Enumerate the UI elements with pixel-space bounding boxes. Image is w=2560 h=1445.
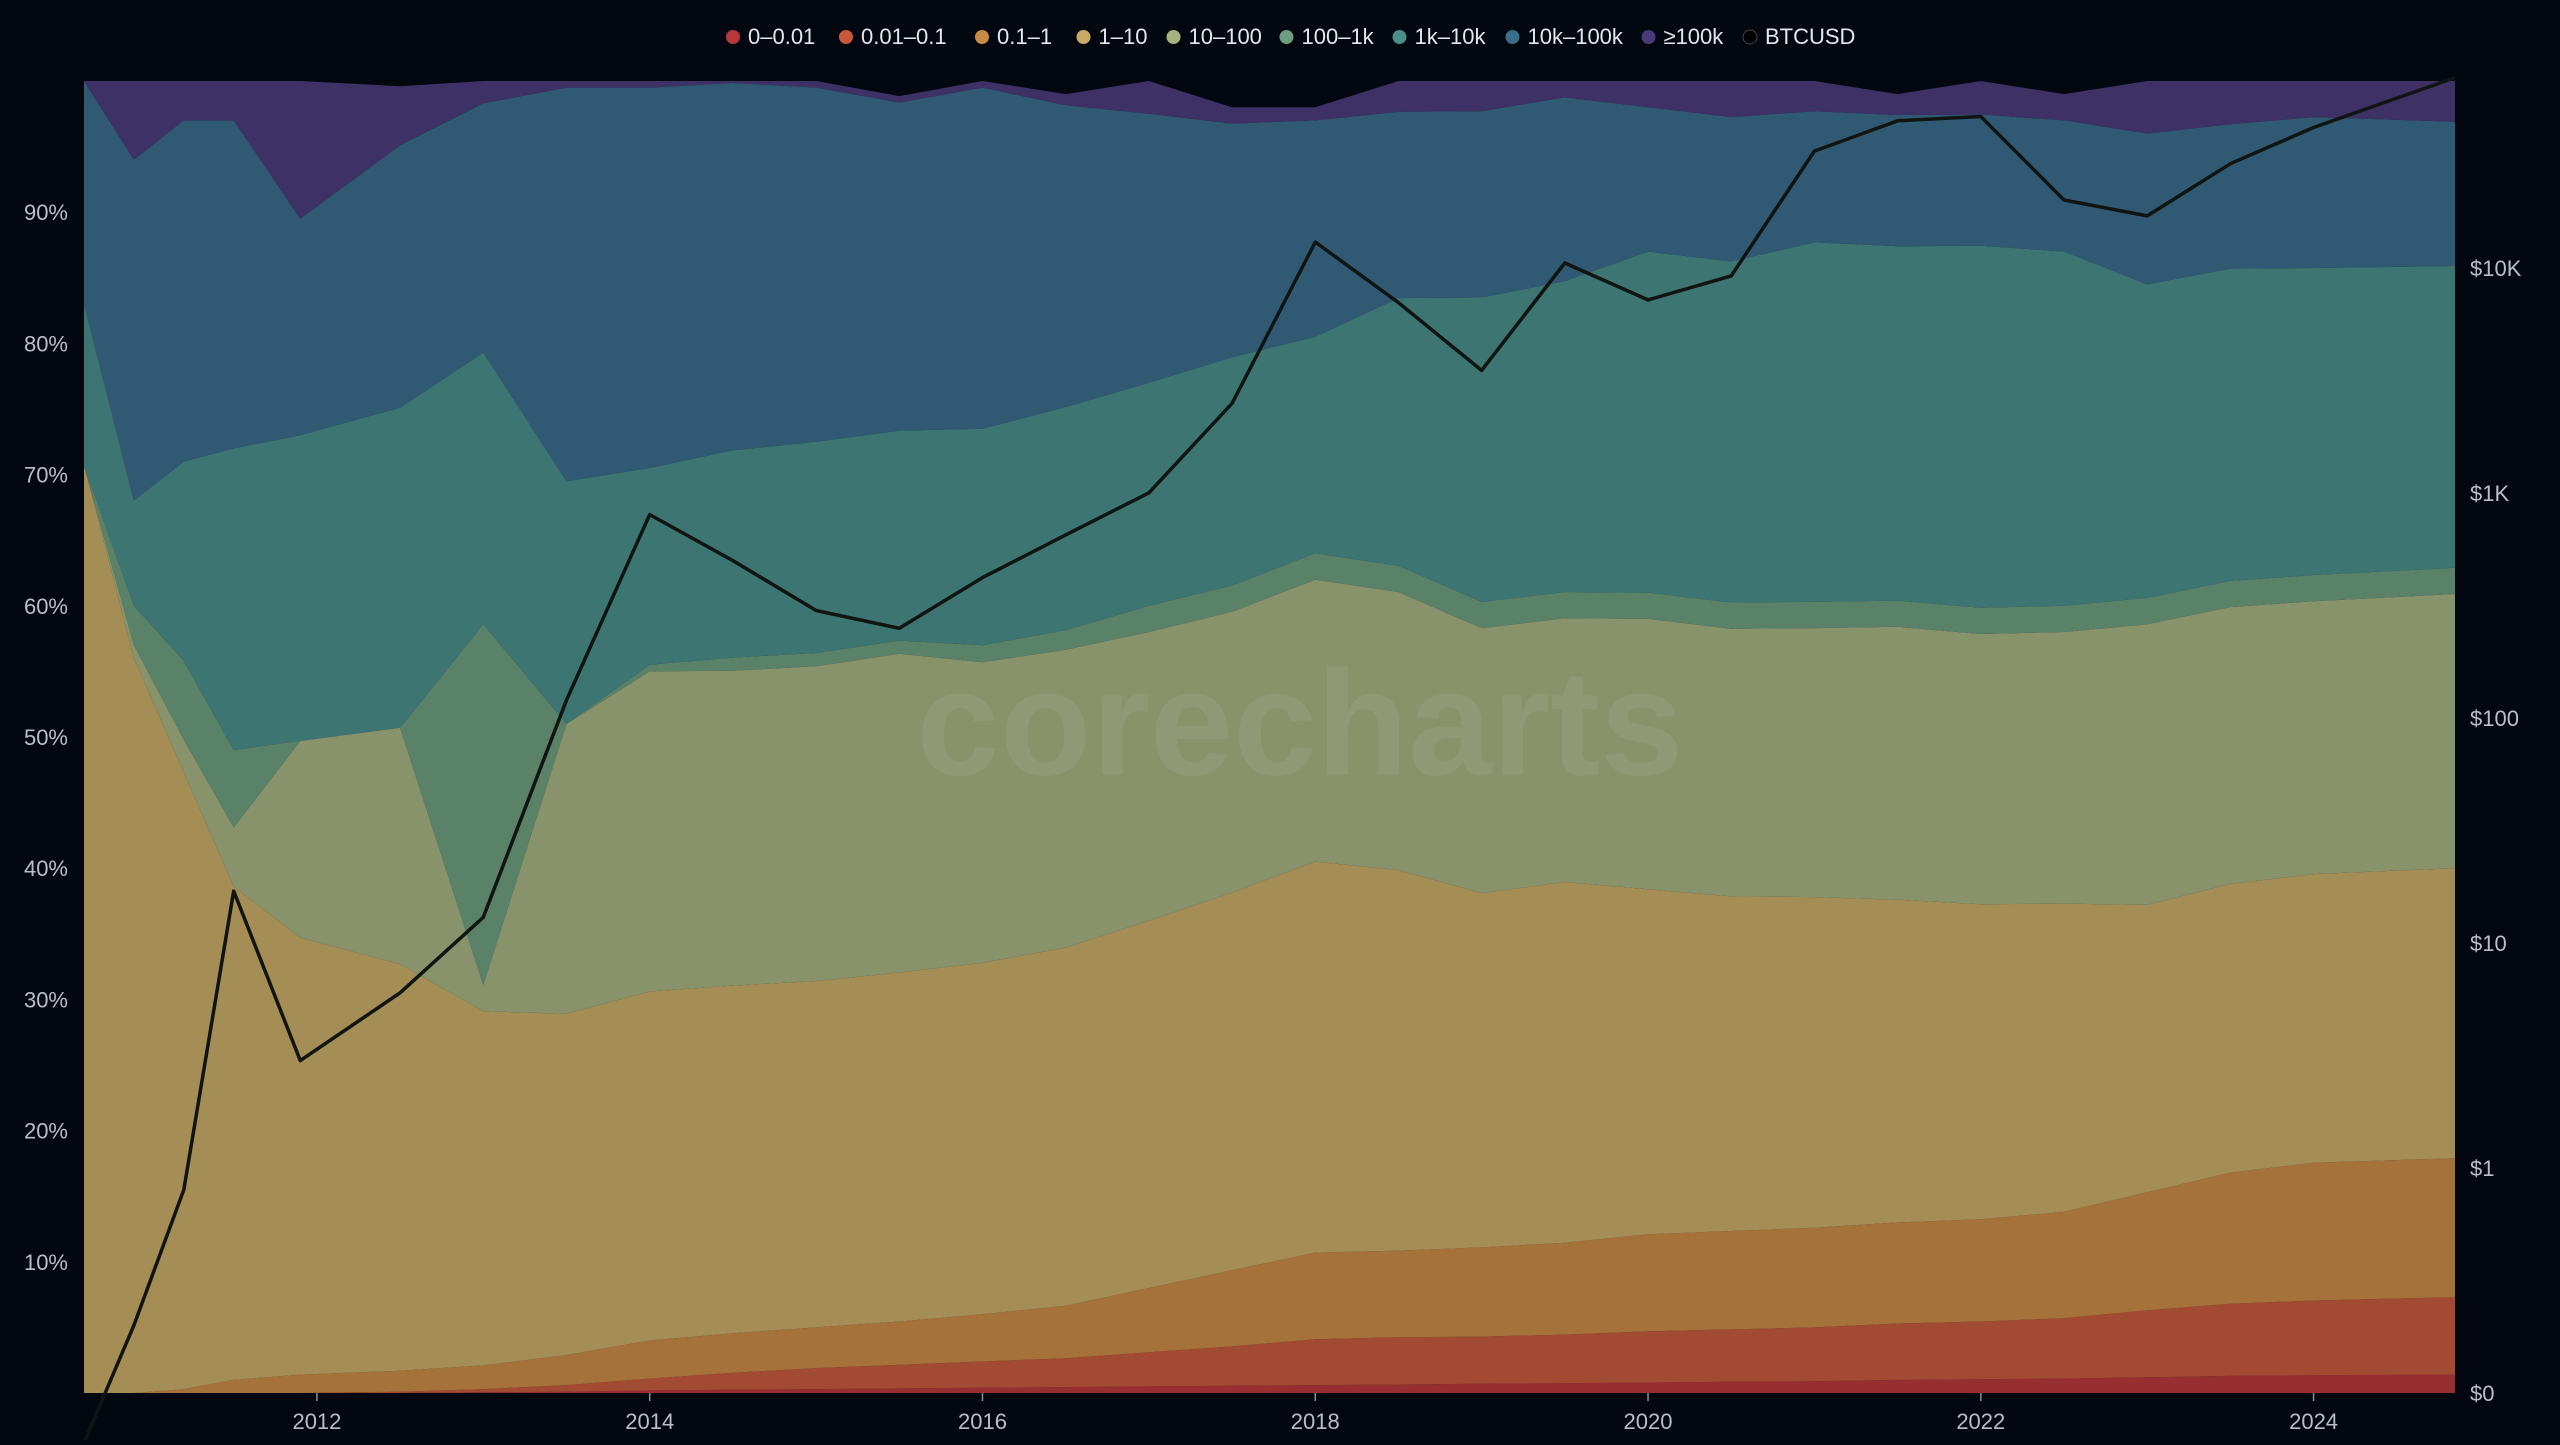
legend-label: 100–1k	[1302, 24, 1375, 49]
y-right-tick-label: $10	[2470, 931, 2507, 956]
legend-swatch	[1166, 30, 1181, 44]
y-left-tick-label: 30%	[24, 987, 68, 1012]
area-series-8	[84, 81, 2455, 219]
legend-label: 1–10	[1099, 24, 1148, 49]
legend-item[interactable]: BTCUSD	[1742, 24, 1855, 49]
y-left-tick-label: 20%	[24, 1119, 68, 1144]
legend-item[interactable]: 0–0.01	[726, 24, 815, 49]
area-series-4	[84, 465, 2455, 1014]
x-tick-label: 2018	[1291, 1409, 1340, 1434]
y-right-tick-label: $0	[2470, 1381, 2494, 1406]
x-tick-label: 2024	[2289, 1409, 2338, 1434]
legend-item[interactable]: 10k–100k	[1505, 24, 1624, 49]
y-left-tick-label: 50%	[24, 725, 68, 750]
legend-label: BTCUSD	[1765, 24, 1855, 49]
legend-label: 0–0.01	[748, 24, 815, 49]
area-series-3	[84, 465, 2455, 1393]
y-right-tick-label: $100	[2470, 706, 2519, 731]
y-left-tick-label: 40%	[24, 856, 68, 881]
legend-swatch	[1505, 30, 1520, 44]
legend-label: 0.1–1	[997, 24, 1052, 49]
legend-label: 10–100	[1189, 24, 1262, 49]
legend-swatch	[1742, 29, 1758, 45]
area-series-7	[84, 81, 2455, 501]
y-left-tick-label: 70%	[24, 463, 68, 488]
watermark: corecharts	[916, 639, 1683, 807]
legend-swatch	[1076, 30, 1091, 44]
legend-swatch	[839, 30, 853, 44]
x-tick-label: 2022	[1956, 1409, 2005, 1434]
legend-item[interactable]: 0.01–0.1	[839, 24, 947, 49]
plot-area	[84, 81, 2455, 1393]
legend-item[interactable]: ≥100k	[1641, 24, 1725, 49]
area-series-1	[84, 1297, 2455, 1393]
legend-item[interactable]: 0.1–1	[975, 24, 1052, 49]
legend-label: 10k–100k	[1528, 24, 1624, 49]
y-right-tick-label: $10K	[2470, 256, 2522, 281]
legend-item[interactable]: 100–1k	[1279, 24, 1375, 49]
price-line-btcusd	[82, 75, 2456, 1444]
legend-swatch	[1279, 30, 1294, 44]
legend-item[interactable]: 1–10	[1076, 24, 1148, 49]
legend-swatch	[726, 30, 740, 44]
axes: 10% 20% 30% 40% 50% 60% 70% 80% 90% $0 $1 $10 $100 $1…	[24, 200, 2522, 1434]
legend-label: ≥100k	[1664, 24, 1725, 49]
y-left-tick-label: 10%	[24, 1250, 68, 1275]
legend: 0–0.01 0.01–0.1 0.1–1 1–10 10–100 100–1k 1k–10…	[726, 24, 1855, 49]
y-left-tick-label: 90%	[24, 200, 68, 225]
legend-label: 1k–10k	[1415, 24, 1487, 49]
y-right-tick-label: $1K	[2470, 481, 2509, 506]
price-line-layer	[82, 75, 2456, 1444]
legend-label: 0.01–0.1	[861, 24, 947, 49]
legend-item[interactable]: 10–100	[1166, 24, 1262, 49]
x-tick-label: 2020	[1624, 1409, 1673, 1434]
legend-swatch	[1641, 30, 1656, 44]
area-series-0	[84, 1374, 2455, 1393]
area-series-6	[84, 242, 2455, 751]
x-tick-label: 2016	[958, 1409, 1007, 1434]
legend-swatch	[975, 30, 989, 44]
area-series-2	[84, 1158, 2455, 1393]
x-tick-label: 2012	[292, 1409, 341, 1434]
legend-item[interactable]: 1k–10k	[1392, 24, 1487, 49]
x-tick-label: 2014	[625, 1409, 674, 1434]
y-left-tick-label: 60%	[24, 594, 68, 619]
legend-swatch	[1392, 30, 1407, 44]
y-right-tick-label: $1	[2470, 1156, 2494, 1181]
y-left-tick-label: 80%	[24, 331, 68, 356]
